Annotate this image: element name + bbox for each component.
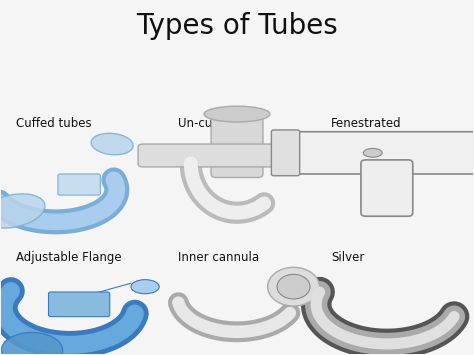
Text: Inner cannula: Inner cannula	[178, 251, 259, 264]
Text: Silver: Silver	[331, 251, 365, 264]
FancyBboxPatch shape	[211, 114, 263, 178]
Ellipse shape	[363, 148, 382, 157]
FancyBboxPatch shape	[58, 174, 100, 195]
Circle shape	[277, 274, 310, 299]
Ellipse shape	[131, 280, 159, 294]
Text: Un-cuffed: Un-cuffed	[178, 117, 236, 130]
Circle shape	[268, 267, 319, 306]
Text: Adjustable Flange: Adjustable Flange	[16, 251, 121, 264]
FancyBboxPatch shape	[272, 130, 300, 176]
Ellipse shape	[1, 333, 63, 355]
FancyBboxPatch shape	[278, 132, 474, 174]
Text: Types of Tubes: Types of Tubes	[136, 12, 338, 40]
FancyBboxPatch shape	[48, 292, 110, 317]
Ellipse shape	[0, 194, 45, 228]
Text: Fenestrated: Fenestrated	[331, 117, 402, 130]
Text: Cuffed tubes: Cuffed tubes	[16, 117, 91, 130]
Ellipse shape	[91, 133, 133, 155]
Ellipse shape	[204, 106, 270, 122]
FancyBboxPatch shape	[138, 144, 336, 167]
FancyBboxPatch shape	[361, 160, 413, 216]
